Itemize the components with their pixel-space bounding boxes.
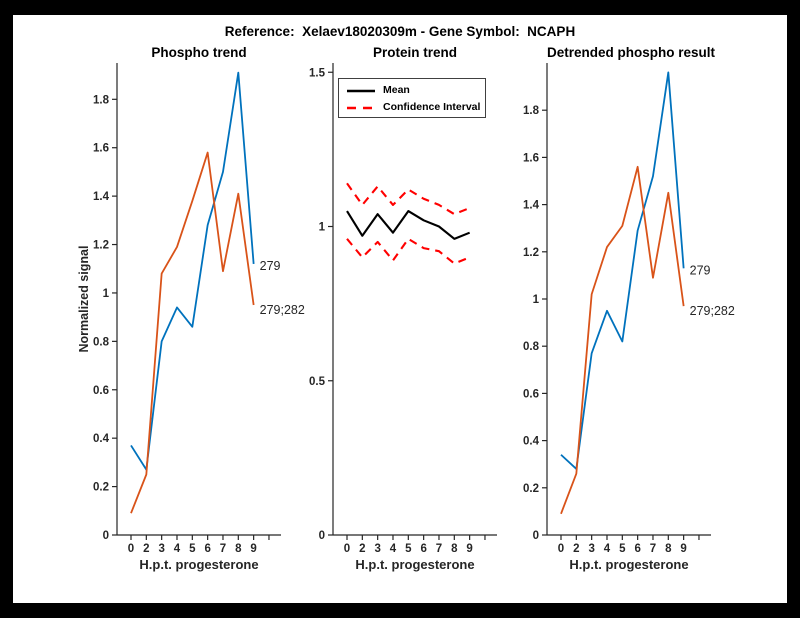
x-tick-label: 5 xyxy=(405,543,412,555)
x-tick-label: 3 xyxy=(588,543,594,555)
y-tick-label: 0 xyxy=(319,530,325,542)
y-tick-label: 1.5 xyxy=(309,67,326,79)
y-tick-label: 1 xyxy=(533,294,540,306)
x-tick-label: 7 xyxy=(650,543,656,555)
x-tick-label: 9 xyxy=(680,543,686,555)
x-tick-label: 4 xyxy=(604,543,611,555)
series-line-mean xyxy=(346,210,471,240)
legend-item-confidence-interval: Confidence Interval xyxy=(339,99,485,116)
series-line-confidence-interval-lower xyxy=(346,237,471,265)
legend-label: Confidence Interval xyxy=(383,101,481,114)
series-end-label: 279;282 xyxy=(260,303,305,317)
series-end-label: 279 xyxy=(260,259,281,273)
x-tick-label: 2 xyxy=(573,543,579,555)
x-tick-label: 7 xyxy=(436,543,442,555)
x-tick-label: 6 xyxy=(204,543,210,555)
figure-title: Reference: Xelaev18020309m - Gene Symbol… xyxy=(224,24,576,39)
y-tick-label: 1.4 xyxy=(93,191,110,203)
legend: Mean Confidence Interval xyxy=(338,78,486,118)
plot-title: Detrended phospho result xyxy=(547,45,716,60)
legend-item-mean: Mean xyxy=(339,82,485,99)
subplot-phospho-trend: Phospho trend 0 0.2 0.4 0.6 0.8 1 1.2 1.4 1.6 1.8… xyxy=(75,45,305,595)
x-tick-label: 0 xyxy=(344,543,350,555)
x-tick-label: 4 xyxy=(174,543,181,555)
y-tick-label: 0 xyxy=(103,530,109,542)
series-line-279 xyxy=(560,71,685,470)
x-tick-label: 5 xyxy=(189,543,196,555)
y-tick-label: 1.8 xyxy=(93,94,110,106)
x-tick-label: 4 xyxy=(390,543,397,555)
y-tick-label: 0.2 xyxy=(523,483,539,495)
x-axis-label: H.p.t. progesterone xyxy=(355,557,475,572)
y-tick-label: 1.6 xyxy=(93,143,109,155)
subplot-protein-trend: Protein trend 0 0.5 1 1.5 0 2 3 4 5 6 7 8 9 Mean Con… xyxy=(300,45,515,595)
y-tick-label: 0.4 xyxy=(93,433,110,445)
y-tick-label: 1.2 xyxy=(93,240,109,252)
x-tick-label: 8 xyxy=(451,543,458,555)
y-tick-label: 0.8 xyxy=(523,341,540,353)
y-tick-label: 0.4 xyxy=(523,436,540,448)
x-tick-label: 8 xyxy=(235,543,242,555)
x-tick-label: 9 xyxy=(250,543,256,555)
y-tick-label: 1.8 xyxy=(523,105,540,117)
x-tick-label: 3 xyxy=(374,543,380,555)
protein-trend-chart: 00.511.50 2 3 4 5 6 7 8 9 xyxy=(309,63,497,555)
subplot-detrended-phospho: Detrended phospho result 0 0.2 0.4 0.6 0.8 1 1… xyxy=(515,45,735,595)
y-axis-label: Normalized signal xyxy=(77,245,91,353)
y-tick-label: 0.6 xyxy=(93,385,109,397)
series-end-label: 279;282 xyxy=(690,304,735,318)
plot-title: Protein trend xyxy=(372,45,457,60)
figure-canvas: Reference: Xelaev18020309m - Gene Symbol… xyxy=(13,15,787,603)
y-tick-label: 1 xyxy=(103,288,110,300)
y-tick-label: 1.2 xyxy=(523,247,539,259)
y-tick-label: 0.8 xyxy=(93,336,110,348)
series-line-279 xyxy=(130,71,255,471)
dashed-line-sample-icon xyxy=(347,106,375,109)
y-tick-label: 1.6 xyxy=(523,152,539,164)
x-tick-label: 2 xyxy=(143,543,149,555)
phospho-trend-chart: 00.20.40.60.811.21.41.61.80 2 3 4 5 6 7 8 927927… xyxy=(93,63,305,555)
x-tick-label: 7 xyxy=(220,543,226,555)
x-tick-label: 6 xyxy=(420,543,426,555)
x-tick-label: 9 xyxy=(466,543,472,555)
y-tick-label: 0 xyxy=(533,530,539,542)
y-tick-label: 0.2 xyxy=(93,482,109,494)
series-end-label: 279 xyxy=(690,263,711,277)
y-tick-label: 0.6 xyxy=(523,388,539,400)
plot-title: Phospho trend xyxy=(151,45,247,60)
x-tick-label: 0 xyxy=(558,543,564,555)
y-tick-label: 0.5 xyxy=(309,376,326,388)
series-line-279-282 xyxy=(130,151,255,514)
y-tick-label: 1.4 xyxy=(523,200,540,212)
x-axis-label: H.p.t. progesterone xyxy=(139,557,259,572)
detrended-phospho-chart: 00.20.40.60.811.21.41.61.80 2 3 4 5 6 7 8 927927… xyxy=(523,63,735,555)
x-tick-label: 0 xyxy=(128,543,134,555)
series-line-279-282 xyxy=(560,165,685,515)
x-tick-label: 8 xyxy=(665,543,672,555)
series-line-confidence-interval-upper xyxy=(346,182,471,216)
legend-label: Mean xyxy=(383,84,410,97)
x-tick-label: 3 xyxy=(158,543,164,555)
x-axis-label: H.p.t. progesterone xyxy=(569,557,689,572)
x-tick-label: 6 xyxy=(634,543,640,555)
x-tick-label: 2 xyxy=(359,543,365,555)
x-tick-label: 5 xyxy=(619,543,626,555)
y-tick-label: 1 xyxy=(319,222,326,234)
mean-line-sample-icon xyxy=(347,89,375,92)
